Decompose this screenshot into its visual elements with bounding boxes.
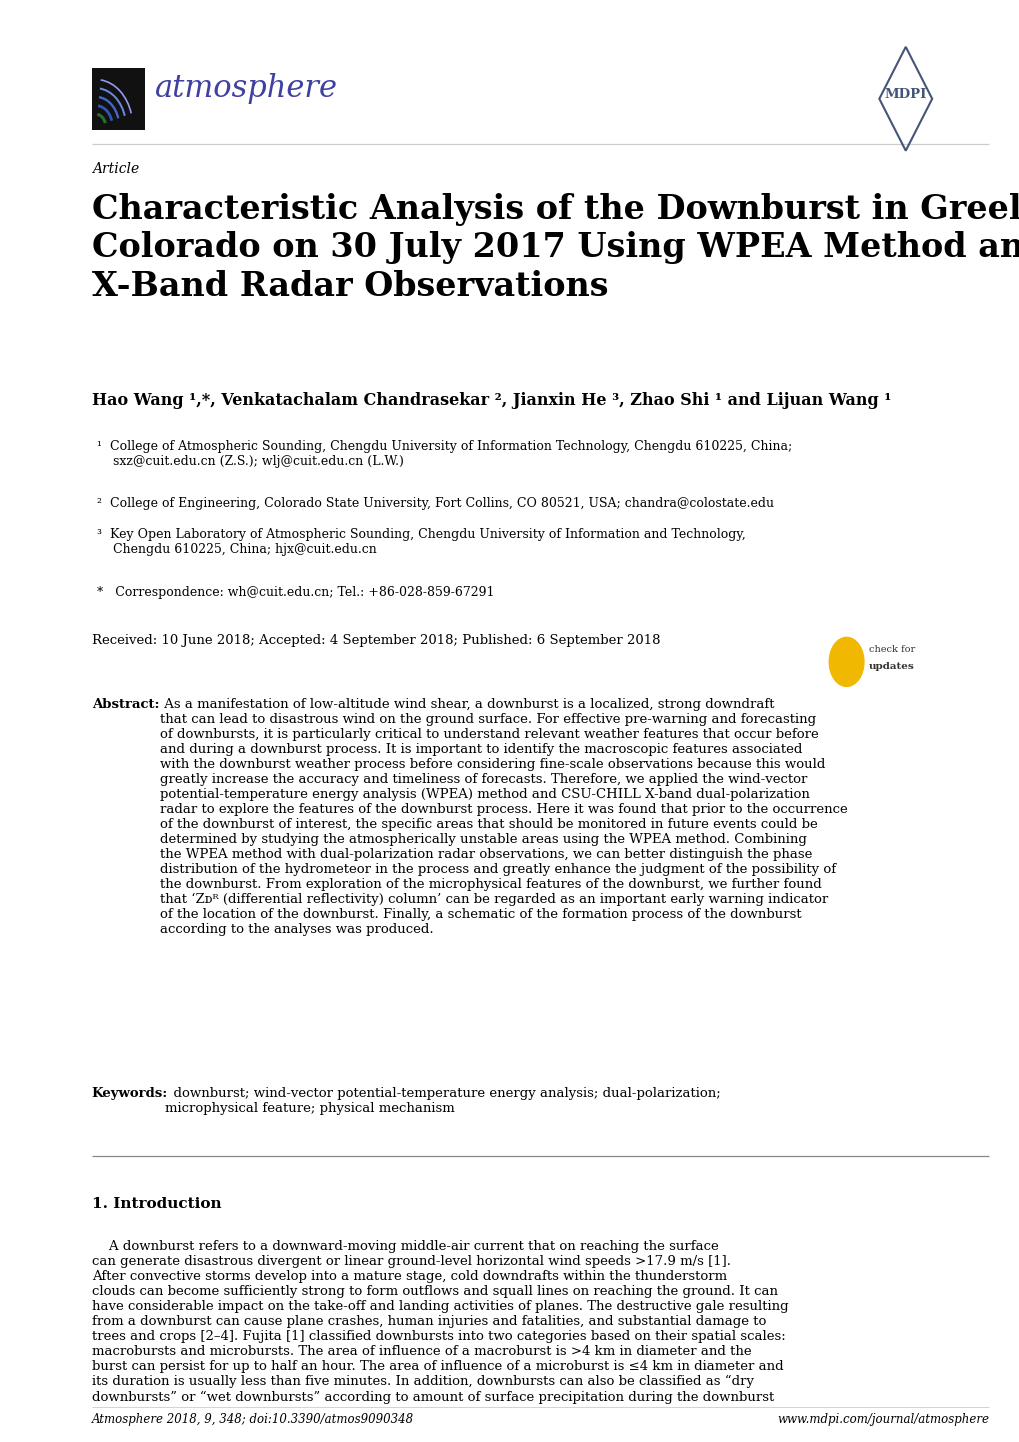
Text: MDPI: MDPI <box>883 88 926 101</box>
Text: Abstract:: Abstract: <box>92 698 159 711</box>
Text: 1. Introduction: 1. Introduction <box>92 1197 221 1211</box>
Text: www.mdpi.com/journal/atmosphere: www.mdpi.com/journal/atmosphere <box>776 1413 988 1426</box>
Text: Atmosphere 2018, 9, 348; doi:10.3390/atmos9090348: Atmosphere 2018, 9, 348; doi:10.3390/atm… <box>92 1413 414 1426</box>
Text: Received: 10 June 2018; Accepted: 4 September 2018; Published: 6 September 2018: Received: 10 June 2018; Accepted: 4 Sept… <box>92 634 659 647</box>
Text: *   Correspondence: wh@cuit.edu.cn; Tel.: +86-028-859-67291: * Correspondence: wh@cuit.edu.cn; Tel.: … <box>97 587 494 600</box>
Text: A downburst refers to a downward-moving middle-air current that on reaching the : A downburst refers to a downward-moving … <box>92 1240 788 1403</box>
Text: Keywords:: Keywords: <box>92 1087 168 1100</box>
Text: updates: updates <box>868 662 914 671</box>
Text: ¹  College of Atmospheric Sounding, Chengdu University of Information Technology: ¹ College of Atmospheric Sounding, Cheng… <box>97 440 792 467</box>
Circle shape <box>828 637 863 686</box>
Text: ²  College of Engineering, Colorado State University, Fort Collins, CO 80521, US: ² College of Engineering, Colorado State… <box>97 497 773 510</box>
Text: downburst; wind-vector potential-temperature energy analysis; dual-polarization;: downburst; wind-vector potential-tempera… <box>165 1087 720 1115</box>
Text: As a manifestation of low-altitude wind shear, a downburst is a localized, stron: As a manifestation of low-altitude wind … <box>160 698 847 936</box>
Text: Article: Article <box>92 162 139 176</box>
Text: check for: check for <box>868 645 914 653</box>
Text: Hao Wang ¹,*, Venkatachalam Chandrasekar ², Jianxin He ³, Zhao Shi ¹ and Lijuan : Hao Wang ¹,*, Venkatachalam Chandrasekar… <box>92 392 891 410</box>
Text: ✓: ✓ <box>838 647 846 662</box>
Bar <box>92 68 145 130</box>
Text: Characteristic Analysis of the Downburst in Greely,
Colorado on 30 July 2017 Usi: Characteristic Analysis of the Downburst… <box>92 193 1019 303</box>
Text: atmosphere: atmosphere <box>155 72 337 104</box>
Text: ³  Key Open Laboratory of Atmospheric Sounding, Chengdu University of Informatio: ³ Key Open Laboratory of Atmospheric Sou… <box>97 529 745 557</box>
